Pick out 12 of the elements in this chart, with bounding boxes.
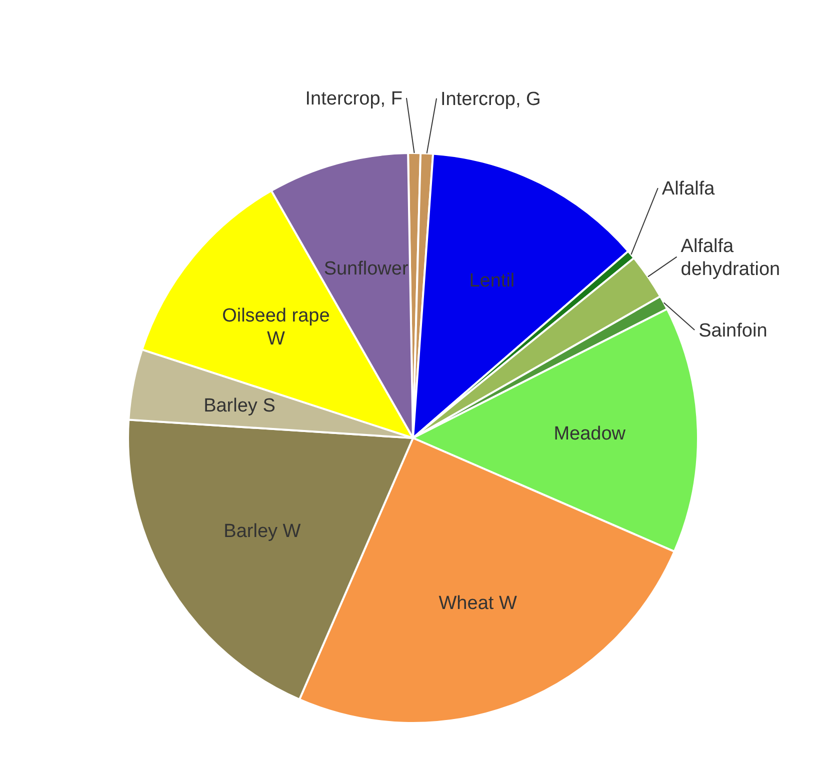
slice-label: Meadow bbox=[554, 423, 626, 444]
slice-label: Oilseed rape W bbox=[222, 306, 330, 350]
slice-label: Sunflower bbox=[324, 258, 409, 280]
slice-label: Intercrop, F bbox=[305, 88, 402, 110]
slice-label: Alfalfa dehydration bbox=[680, 236, 780, 280]
slice-label: Lentil bbox=[469, 270, 515, 292]
slice-label: Sainfoin bbox=[698, 320, 768, 342]
slice-label: Barley W bbox=[224, 520, 301, 542]
slice-label: Alfalfa bbox=[662, 178, 716, 200]
slice-label: Intercrop, G bbox=[440, 89, 541, 110]
slice-label: Barley S bbox=[204, 395, 276, 416]
slice-label: Wheat W bbox=[438, 593, 517, 614]
